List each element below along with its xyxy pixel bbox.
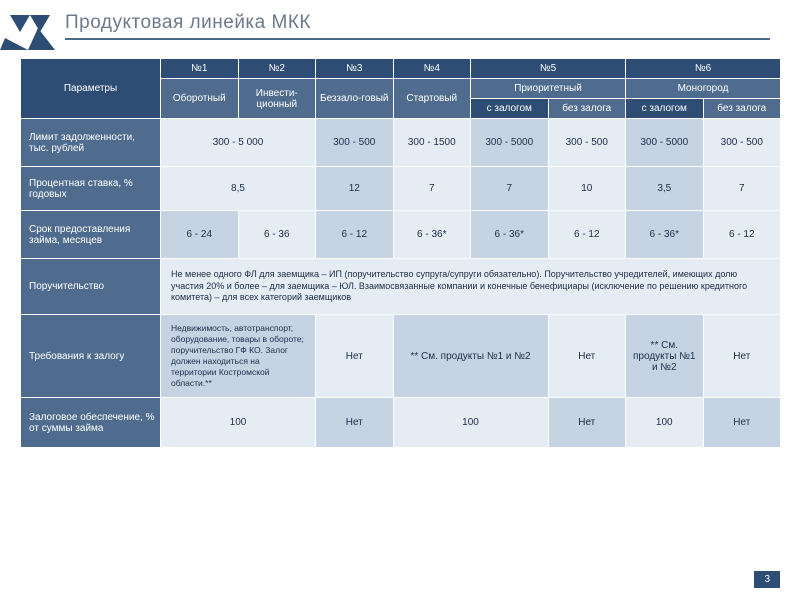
cell: 100 (626, 398, 704, 448)
cell: 100 (393, 398, 548, 448)
cell: 6 - 12 (548, 211, 626, 259)
row-label: Залоговое обеспечение, % от суммы займа (21, 398, 161, 448)
page-title: Продуктовая линейка МКК (65, 12, 770, 38)
cell: 6 - 12 (703, 211, 781, 259)
cell: Нет (316, 315, 394, 398)
cell: 7 (703, 167, 781, 211)
cell: 6 - 36* (471, 211, 549, 259)
cell: Нет (316, 398, 394, 448)
cell: Нет (703, 315, 781, 398)
logo-mark (0, 10, 55, 50)
cell: 300 - 500 (548, 119, 626, 167)
table-row: Лимит задолженности, тыс. рублей 300 - 5… (21, 119, 781, 167)
cell: 300 - 5 000 (161, 119, 316, 167)
table-header-row: Параметры №1 №2 №3 №4 №5 №6 (21, 59, 781, 79)
cell: Не менее одного ФЛ для заемщика – ИП (по… (161, 259, 781, 315)
cell: 7 (471, 167, 549, 211)
col-name: Инвести-ционный (238, 79, 316, 119)
cell: 300 - 5000 (471, 119, 549, 167)
col-num: №4 (393, 59, 471, 79)
row-label: Срок предоставления займа, месяцев (21, 211, 161, 259)
col-sub: с залогом (626, 99, 704, 119)
product-table: Параметры №1 №2 №3 №4 №5 №6 Оборотный Ин… (20, 58, 780, 448)
page-number: 3 (754, 571, 780, 588)
cell: Нет (548, 398, 626, 448)
col-num: №1 (161, 59, 239, 79)
table-row: Поручительство Не менее одного ФЛ для за… (21, 259, 781, 315)
cell: 6 - 24 (161, 211, 239, 259)
cell: 6 - 36 (238, 211, 316, 259)
col-name: Стартовый (393, 79, 471, 119)
cell: 300 - 5000 (626, 119, 704, 167)
title-underline (65, 38, 770, 40)
table-row: Срок предоставления займа, месяцев 6 - 2… (21, 211, 781, 259)
col-num: №5 (471, 59, 626, 79)
row-label: Требования к залогу (21, 315, 161, 398)
row-label: Процентная ставка, % годовых (21, 167, 161, 211)
col-sub: без залога (548, 99, 626, 119)
table-row: Залоговое обеспечение, % от суммы займа … (21, 398, 781, 448)
col-num: №2 (238, 59, 316, 79)
col-num: №3 (316, 59, 394, 79)
col-params: Параметры (21, 59, 161, 119)
row-label: Лимит задолженности, тыс. рублей (21, 119, 161, 167)
table-row: Процентная ставка, % годовых 8,5 12 7 7 … (21, 167, 781, 211)
col-name: Оборотный (161, 79, 239, 119)
cell: 10 (548, 167, 626, 211)
col-name: Приоритетный (471, 79, 626, 99)
col-name: Беззало-говый (316, 79, 394, 119)
row-label: Поручительство (21, 259, 161, 315)
cell: Недвижимость, автотранспорт, оборудовани… (161, 315, 316, 398)
cell: 300 - 500 (703, 119, 781, 167)
cell: 6 - 36* (626, 211, 704, 259)
cell: 6 - 36* (393, 211, 471, 259)
cell: 8,5 (161, 167, 316, 211)
cell: 7 (393, 167, 471, 211)
cell: 300 - 1500 (393, 119, 471, 167)
col-num: №6 (626, 59, 781, 79)
page-title-wrap: Продуктовая линейка МКК (65, 12, 770, 40)
col-sub: без залога (703, 99, 781, 119)
cell: ** См. продукты №1 и №2 (393, 315, 548, 398)
col-sub: с залогом (471, 99, 549, 119)
cell: 300 - 500 (316, 119, 394, 167)
cell: Нет (703, 398, 781, 448)
cell: 100 (161, 398, 316, 448)
table-row: Требования к залогу Недвижимость, автотр… (21, 315, 781, 398)
cell: 6 - 12 (316, 211, 394, 259)
cell: Нет (548, 315, 626, 398)
cell: 12 (316, 167, 394, 211)
cell: 3,5 (626, 167, 704, 211)
cell: ** См. продукты №1 и №2 (626, 315, 704, 398)
col-name: Моногород (626, 79, 781, 99)
